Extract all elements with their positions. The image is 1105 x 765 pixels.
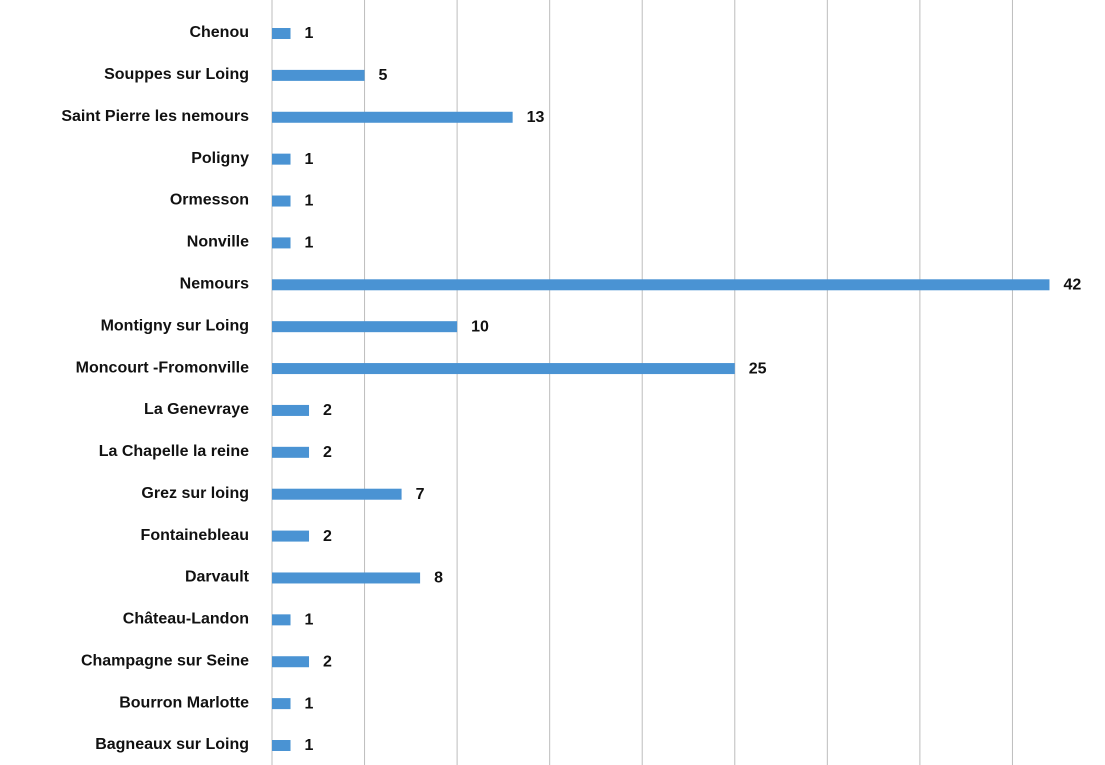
value-label: 1: [305, 235, 314, 252]
bar: [272, 321, 458, 333]
value-label: 2: [323, 444, 332, 461]
y-tick-label: Darvault: [185, 569, 250, 586]
y-tick-label: Champagne sur Seine: [81, 652, 249, 669]
y-tick-label: Montigny sur Loing: [101, 317, 249, 334]
bar: [272, 530, 310, 542]
bar: [272, 656, 310, 668]
y-tick-label: Bourron Marlotte: [119, 694, 249, 711]
value-label: 2: [323, 653, 332, 670]
y-tick-label: Poligny: [191, 150, 249, 167]
y-tick-label: Souppes sur Loing: [104, 66, 249, 83]
value-label: 1: [305, 25, 314, 42]
value-label: 2: [323, 402, 332, 419]
bar: [272, 363, 735, 375]
bar: [272, 69, 365, 81]
y-tick-label: Chenou: [189, 24, 249, 41]
y-tick-label: Ormesson: [170, 192, 249, 209]
bar: [272, 572, 421, 584]
bar: [272, 111, 513, 123]
bar: [272, 28, 291, 39]
bar: [272, 488, 402, 500]
bar: [272, 698, 291, 710]
value-label: 1: [305, 695, 314, 712]
value-label: 42: [1063, 277, 1081, 294]
bar: [272, 614, 291, 626]
bar: [272, 446, 310, 458]
y-tick-label: Moncourt -Fromonville: [76, 359, 249, 376]
y-tick-label: La Chapelle la reine: [99, 443, 249, 460]
bar: [272, 279, 1050, 291]
value-label: 1: [305, 151, 314, 168]
y-tick-label: Nemours: [180, 276, 249, 293]
bar: [272, 404, 310, 416]
value-label: 5: [379, 67, 388, 84]
y-tick-label: Grez sur loing: [141, 485, 249, 502]
value-label: 2: [323, 528, 332, 545]
value-label: 1: [305, 737, 314, 754]
value-label: 1: [305, 612, 314, 629]
value-label: 25: [749, 360, 767, 377]
y-tick-label: Saint Pierre les nemours: [61, 108, 249, 125]
bar: [272, 740, 291, 751]
bar: [272, 237, 291, 249]
value-label: 10: [471, 318, 489, 335]
y-tick-label: Fontainebleau: [141, 527, 249, 544]
y-tick-label: Château-Landon: [123, 611, 249, 628]
bar: [272, 153, 291, 165]
value-label: 7: [416, 486, 425, 503]
bar: [272, 195, 291, 207]
value-label: 13: [527, 109, 545, 126]
value-label: 8: [434, 570, 443, 587]
y-tick-label: Bagneaux sur Loing: [95, 736, 249, 753]
y-tick-label: La Genevraye: [144, 401, 249, 418]
value-label: 1: [305, 193, 314, 210]
y-tick-label: Nonville: [187, 234, 249, 251]
